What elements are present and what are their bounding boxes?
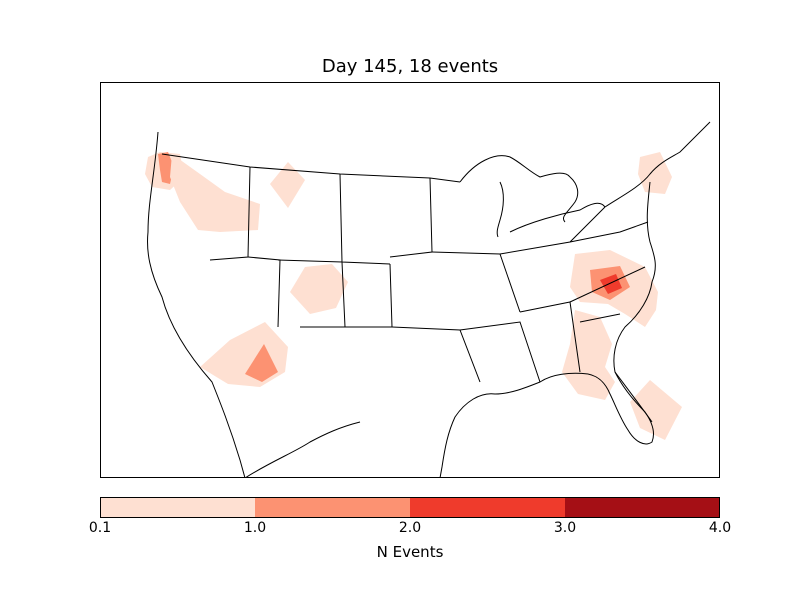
map-panel bbox=[100, 82, 720, 478]
map-border bbox=[100, 82, 720, 478]
event-region-colorado bbox=[290, 264, 348, 314]
colorbar-label: N Events bbox=[376, 543, 444, 561]
colorbar-tick-1: 1.0 bbox=[243, 520, 267, 536]
colorbar-tick-2: 2.0 bbox=[398, 520, 422, 536]
coastline-and-borders bbox=[147, 121, 711, 478]
event-region-georgia bbox=[562, 310, 615, 400]
event-region-idaho bbox=[170, 154, 260, 232]
colorbar-bin-0 bbox=[100, 497, 255, 518]
event-region-arizona-peak bbox=[245, 344, 278, 382]
event-region-seattle-peak bbox=[158, 152, 174, 184]
event-region-florida bbox=[630, 380, 682, 440]
colorbar bbox=[100, 497, 720, 518]
colorbar-tick-4: 4.0 bbox=[708, 520, 732, 536]
event-region-virginia-peak bbox=[600, 274, 622, 294]
event-region-montana bbox=[270, 162, 305, 208]
map-title: Day 145, 18 events bbox=[321, 56, 499, 77]
colorbar-tick-0: 0.1 bbox=[88, 520, 112, 536]
colorbar-bin-3 bbox=[565, 497, 720, 518]
colorbar-tick-3: 3.0 bbox=[553, 520, 577, 536]
event-density-layer bbox=[145, 152, 682, 440]
colorbar-bin-1 bbox=[255, 497, 410, 518]
colorbar-bin-2 bbox=[410, 497, 565, 518]
